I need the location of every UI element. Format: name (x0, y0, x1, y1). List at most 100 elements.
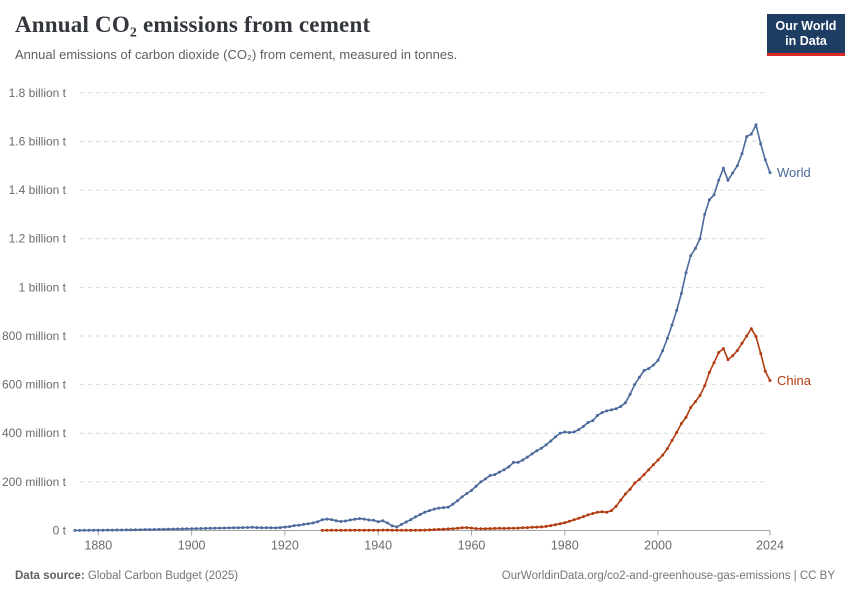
series-dot-world (288, 525, 292, 529)
series-dot-china (418, 528, 422, 532)
chart-footer: Data source: Global Carbon Budget (2025)… (15, 570, 835, 582)
series-dot-world (717, 178, 721, 182)
series-dot-world (740, 152, 744, 156)
series-dot-world (567, 431, 571, 434)
series-dot-world (465, 492, 469, 495)
series-line-world[interactable] (75, 122, 771, 532)
y-tick-label: 400 million t (2, 426, 67, 440)
series-dot-world (409, 518, 413, 522)
series-dot-world (73, 528, 77, 532)
series-dot-china (754, 335, 758, 338)
series-line-china[interactable] (322, 327, 771, 532)
series-dot-china (544, 524, 548, 528)
series-dot-china (675, 431, 679, 434)
x-tick-label: 1980 (551, 539, 579, 553)
series-dot-china (339, 528, 343, 532)
series-dot-world (302, 522, 306, 526)
series-dot-china (703, 384, 707, 388)
series-dot-world (451, 502, 455, 506)
series-dot-china (609, 509, 613, 513)
series-dot-china (432, 528, 436, 532)
series-dot-china (600, 510, 604, 514)
series-dot-china (400, 528, 403, 532)
series-dot-world (208, 526, 212, 530)
series-dot-world (470, 488, 473, 492)
series-dot-world (152, 528, 156, 531)
series-dot-world (521, 458, 525, 462)
series-dot-world (320, 518, 324, 522)
series-dot-world (656, 358, 660, 362)
series-dot-world (647, 367, 651, 371)
series-dot-china (768, 379, 772, 382)
series-dot-world (698, 237, 702, 241)
series-dot-world (297, 523, 301, 527)
series-dot-china (553, 523, 557, 527)
series-dot-world (414, 515, 417, 519)
series-dot-world (180, 527, 184, 531)
series-dot-world (572, 430, 576, 434)
series-dot-china (502, 526, 506, 530)
series-dot-china (698, 394, 702, 397)
series-dot-china (330, 528, 333, 532)
owid-logo[interactable]: Our World in Data (767, 14, 845, 56)
series-dot-world (115, 528, 119, 532)
series-dot-world (661, 349, 665, 353)
series-dot-china (358, 528, 361, 532)
series-dot-china (717, 351, 721, 354)
data-source: Data source: Global Carbon Budget (2025) (15, 570, 238, 582)
series-dot-china (740, 341, 744, 345)
series-dot-china (567, 519, 571, 523)
series-dot-china (409, 528, 413, 532)
series-dot-china (474, 527, 478, 531)
series-dot-world (162, 527, 166, 531)
series-dot-world (222, 526, 226, 530)
series-dot-world (558, 431, 562, 435)
series-dot-china (320, 528, 324, 532)
chart-header: Annual CO₂ emissions from cement Annual … (15, 12, 457, 62)
series-dot-world (712, 193, 716, 197)
series-dot-china (656, 458, 660, 462)
series-label-china[interactable]: China (777, 373, 812, 388)
series-dot-china (614, 504, 618, 508)
data-source-label: Data source: (15, 570, 85, 582)
series-dot-china (470, 526, 473, 530)
series-dot-world (78, 528, 82, 532)
series-dot-world (763, 158, 767, 162)
series-dot-china (353, 528, 357, 532)
series-dot-china (759, 352, 763, 355)
series-dot-china (637, 477, 641, 481)
series-label-world[interactable]: World (777, 165, 811, 180)
series-dot-china (372, 528, 375, 532)
series-dot-world (512, 460, 515, 464)
series-dot-china (367, 528, 371, 532)
series-dot-world (637, 375, 641, 379)
series-dot-world (609, 408, 613, 412)
series-dot-world (721, 166, 725, 170)
series-dot-world (334, 519, 338, 523)
series-dot-world (726, 178, 730, 182)
series-dot-china (428, 528, 431, 532)
x-tick-label: 1900 (178, 539, 206, 553)
series-dot-china (577, 516, 581, 520)
series-dot-world (87, 528, 91, 532)
series-dot-world (456, 499, 459, 503)
y-tick-label: 200 million t (2, 475, 67, 489)
series-dot-world (493, 473, 497, 477)
series-dot-world (432, 507, 436, 511)
series-dot-china (390, 528, 394, 532)
series-dot-china (633, 481, 637, 485)
data-source-value: Global Carbon Budget (2025) (84, 570, 239, 582)
series-dot-world (255, 526, 259, 530)
series-dot-world (227, 526, 231, 530)
footer-credit-link[interactable]: OurWorldinData.org/co2-and-greenhouse-ga… (501, 570, 835, 582)
series-dot-china (334, 528, 338, 532)
series-dot-world (525, 455, 529, 459)
series-dot-world (250, 525, 254, 529)
series-dot-world (176, 527, 180, 531)
series-dot-world (101, 528, 105, 532)
chart-title: Annual CO₂ emissions from cement (15, 12, 371, 37)
series-dot-china (731, 354, 735, 358)
series-dot-china (381, 528, 385, 532)
series-dot-china (539, 525, 543, 529)
